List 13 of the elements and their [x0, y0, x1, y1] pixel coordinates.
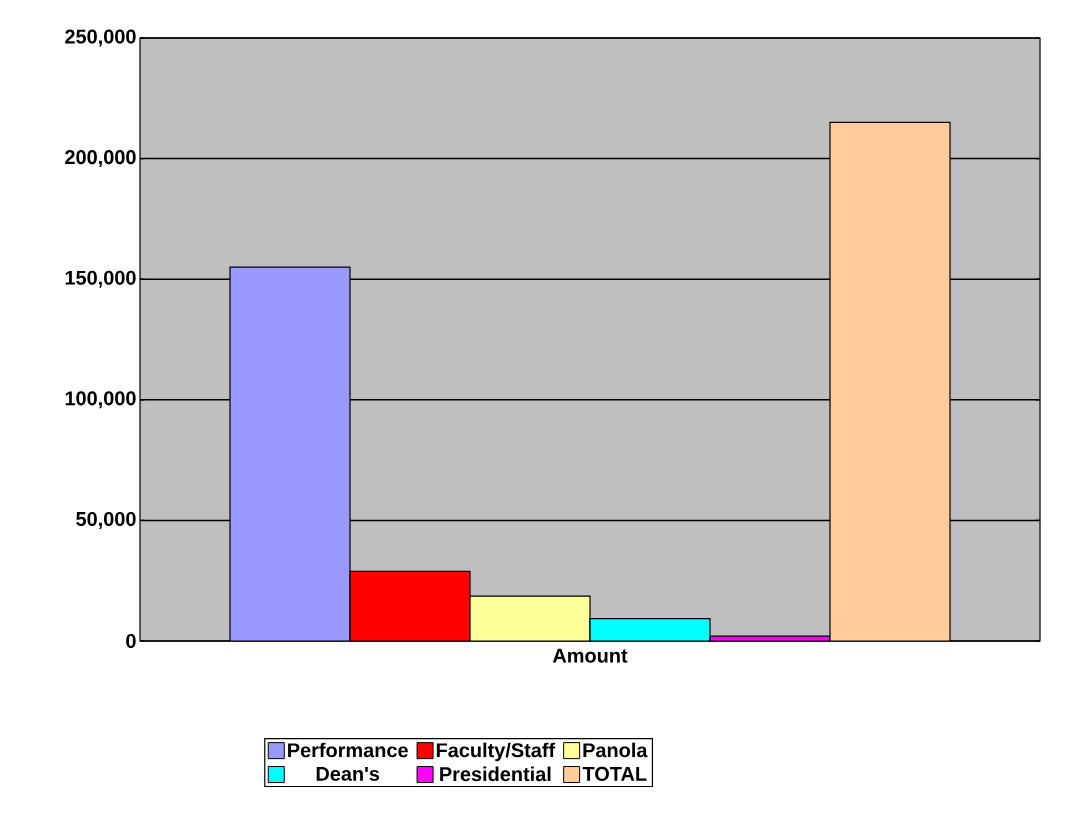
- legend-label: Performance: [288, 742, 408, 758]
- y-tick-label: 50,000: [76, 511, 136, 529]
- y-tick-label: 0: [126, 633, 136, 649]
- y-tick-label: 100,000: [65, 391, 136, 409]
- x-tick-label: Amount: [552, 648, 628, 663]
- legend-label: Faculty/Staff: [436, 742, 556, 762]
- y-tick-label: 150,000: [65, 270, 136, 288]
- y-tick-label: 200,000: [65, 150, 136, 168]
- legend-label: Dean's: [316, 766, 380, 781]
- y-tick-label: 250,000: [65, 29, 136, 47]
- legend-label: Presidential: [440, 766, 551, 782]
- legend-label: TOTAL: [582, 766, 647, 781]
- legend-label: Panola: [583, 742, 648, 758]
